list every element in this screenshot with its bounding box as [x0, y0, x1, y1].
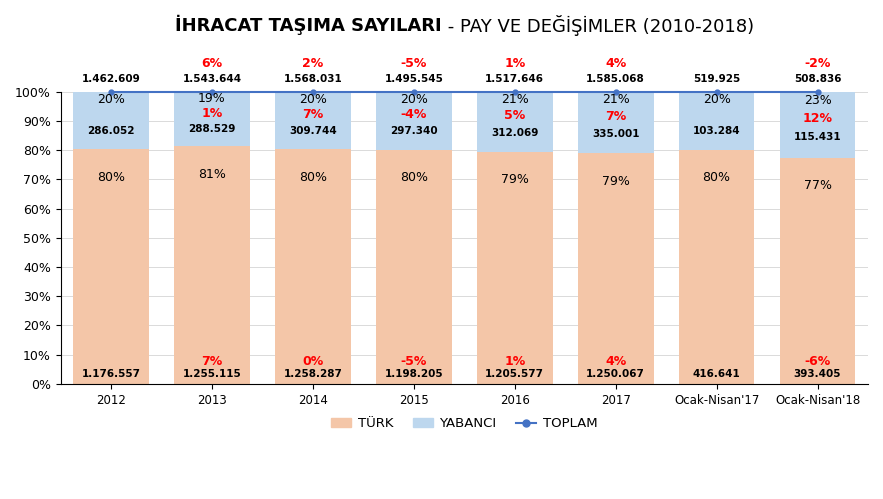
- Text: - PAY VE DEĞİŞİMLER (2010-2018): - PAY VE DEĞİŞİMLER (2010-2018): [442, 15, 753, 36]
- Text: 519.925: 519.925: [693, 74, 740, 84]
- Text: 335.001: 335.001: [592, 129, 639, 139]
- Text: 1.176.557: 1.176.557: [81, 369, 140, 379]
- Text: 103.284: 103.284: [693, 126, 741, 136]
- Bar: [376, 92, 452, 150]
- Text: 1.495.545: 1.495.545: [384, 74, 443, 84]
- Bar: [679, 150, 754, 384]
- Text: 4%: 4%: [605, 355, 626, 368]
- Text: 1.255.115: 1.255.115: [183, 369, 241, 379]
- Text: 1.462.609: 1.462.609: [82, 74, 140, 84]
- Bar: [275, 92, 351, 149]
- Bar: [477, 152, 553, 384]
- Text: 77%: 77%: [804, 179, 832, 192]
- Text: 20%: 20%: [703, 93, 730, 106]
- Text: 5%: 5%: [504, 109, 525, 122]
- Text: 1.543.644: 1.543.644: [183, 74, 242, 84]
- Text: 80%: 80%: [703, 171, 730, 184]
- Text: 12%: 12%: [803, 112, 833, 125]
- Text: 1.585.068: 1.585.068: [586, 74, 645, 84]
- Text: 1%: 1%: [504, 355, 525, 368]
- Text: 7%: 7%: [302, 108, 323, 121]
- Text: 80%: 80%: [97, 171, 125, 184]
- Text: 297.340: 297.340: [390, 126, 438, 136]
- Text: 7%: 7%: [201, 355, 223, 368]
- Text: 393.405: 393.405: [794, 369, 841, 379]
- Text: 81%: 81%: [198, 168, 226, 181]
- Text: 79%: 79%: [501, 173, 529, 186]
- Text: 115.431: 115.431: [794, 132, 841, 142]
- Text: 80%: 80%: [299, 171, 327, 184]
- Bar: [376, 150, 452, 384]
- Text: 1.258.287: 1.258.287: [283, 369, 343, 379]
- Text: 21%: 21%: [501, 93, 529, 106]
- Text: 286.052: 286.052: [87, 126, 135, 136]
- Text: 4%: 4%: [605, 57, 626, 70]
- Text: İHRACAT TAŞIMA SAYILARI: İHRACAT TAŞIMA SAYILARI: [175, 15, 442, 35]
- Text: 1.517.646: 1.517.646: [486, 74, 544, 84]
- Text: 21%: 21%: [602, 93, 630, 106]
- Text: -5%: -5%: [401, 355, 427, 368]
- Text: 0%: 0%: [302, 355, 323, 368]
- Bar: [174, 92, 250, 146]
- Text: 79%: 79%: [601, 175, 630, 188]
- Text: -2%: -2%: [804, 57, 831, 70]
- Bar: [780, 158, 856, 384]
- Text: 1.250.067: 1.250.067: [586, 369, 645, 379]
- Text: 416.641: 416.641: [693, 369, 741, 379]
- Bar: [174, 146, 250, 384]
- Bar: [73, 92, 149, 149]
- Text: 20%: 20%: [400, 93, 427, 106]
- Text: 1.568.031: 1.568.031: [283, 74, 343, 84]
- Bar: [73, 149, 149, 384]
- Bar: [275, 149, 351, 384]
- Text: 1%: 1%: [201, 107, 223, 120]
- Bar: [477, 92, 553, 152]
- Text: 508.836: 508.836: [794, 74, 841, 84]
- Text: 312.069: 312.069: [491, 128, 539, 138]
- Text: 288.529: 288.529: [188, 124, 236, 134]
- Bar: [780, 92, 856, 158]
- Text: 6%: 6%: [201, 57, 223, 70]
- Legend: TÜRK, YABANCI, TOPLAM: TÜRK, YABANCI, TOPLAM: [326, 412, 602, 436]
- Bar: [679, 92, 754, 150]
- Text: 19%: 19%: [198, 92, 226, 105]
- Text: -6%: -6%: [804, 355, 831, 368]
- Text: 1%: 1%: [504, 57, 525, 70]
- Bar: [577, 154, 653, 384]
- Text: 309.744: 309.744: [289, 126, 336, 136]
- Text: 2%: 2%: [302, 57, 323, 70]
- Text: 20%: 20%: [299, 93, 327, 106]
- Text: 20%: 20%: [97, 93, 125, 106]
- Text: 7%: 7%: [605, 110, 626, 123]
- Text: -5%: -5%: [401, 57, 427, 70]
- Text: 1.205.577: 1.205.577: [486, 369, 544, 379]
- Bar: [577, 92, 653, 154]
- Text: 80%: 80%: [400, 171, 428, 185]
- Text: -4%: -4%: [401, 108, 427, 121]
- Text: 23%: 23%: [804, 94, 832, 107]
- Text: 1.198.205: 1.198.205: [384, 369, 443, 379]
